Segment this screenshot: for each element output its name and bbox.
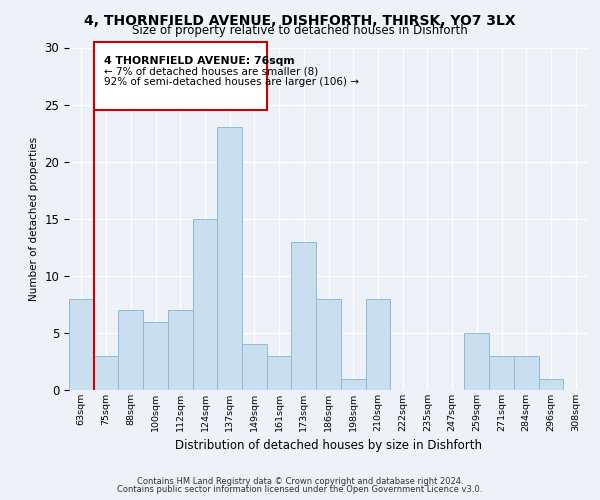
- Text: ← 7% of detached houses are smaller (8): ← 7% of detached houses are smaller (8): [104, 66, 319, 76]
- Text: Contains public sector information licensed under the Open Government Licence v3: Contains public sector information licen…: [118, 484, 482, 494]
- Bar: [94, 356, 118, 390]
- Text: 4, THORNFIELD AVENUE, DISHFORTH, THIRSK, YO7 3LX: 4, THORNFIELD AVENUE, DISHFORTH, THIRSK,…: [84, 14, 516, 28]
- Bar: [365, 298, 390, 390]
- X-axis label: Distribution of detached houses by size in Dishforth: Distribution of detached houses by size …: [175, 440, 482, 452]
- Bar: [168, 310, 193, 390]
- Bar: [539, 378, 563, 390]
- Text: Size of property relative to detached houses in Dishforth: Size of property relative to detached ho…: [132, 24, 468, 37]
- Bar: [464, 333, 489, 390]
- FancyBboxPatch shape: [94, 42, 267, 110]
- Y-axis label: Number of detached properties: Number of detached properties: [29, 136, 39, 301]
- Bar: [217, 128, 242, 390]
- Text: 92% of semi-detached houses are larger (106) →: 92% of semi-detached houses are larger (…: [104, 76, 359, 86]
- Bar: [267, 356, 292, 390]
- Bar: [316, 298, 341, 390]
- Bar: [242, 344, 267, 390]
- Bar: [143, 322, 168, 390]
- Bar: [69, 298, 94, 390]
- Text: 4 THORNFIELD AVENUE: 76sqm: 4 THORNFIELD AVENUE: 76sqm: [104, 56, 295, 66]
- Bar: [341, 378, 365, 390]
- Bar: [292, 242, 316, 390]
- Bar: [514, 356, 539, 390]
- Bar: [118, 310, 143, 390]
- Bar: [193, 219, 217, 390]
- Text: Contains HM Land Registry data © Crown copyright and database right 2024.: Contains HM Land Registry data © Crown c…: [137, 477, 463, 486]
- Bar: [489, 356, 514, 390]
